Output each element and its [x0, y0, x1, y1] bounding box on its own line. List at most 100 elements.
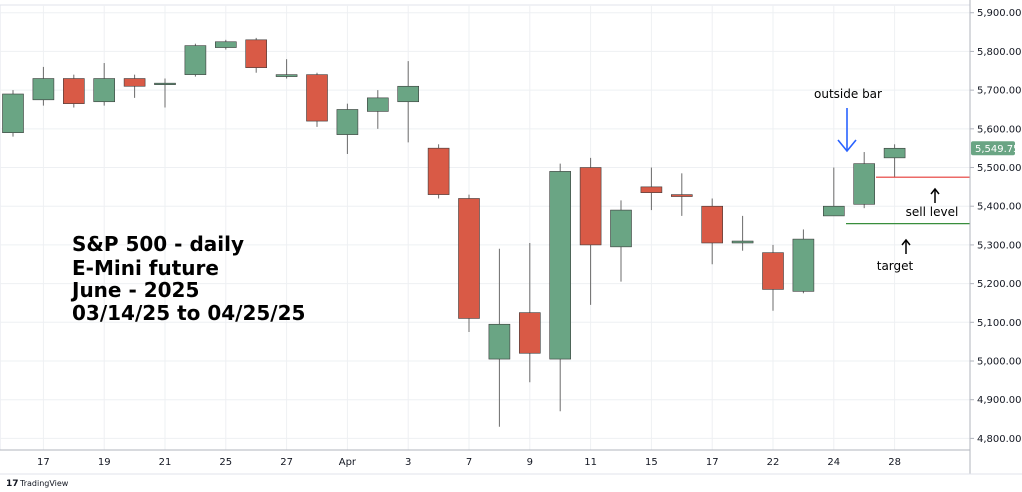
candle-body	[397, 85, 420, 103]
y-tick-label: 5,800.00	[977, 47, 1022, 58]
sell-level-label: sell level	[906, 205, 959, 219]
candle	[62, 74, 85, 108]
candle	[701, 198, 724, 265]
y-tick-label: 5,700.00	[977, 86, 1022, 97]
x-tick-label: 27	[280, 457, 293, 468]
candle-body	[701, 205, 724, 244]
candle	[853, 152, 876, 209]
candle	[518, 242, 541, 383]
candle	[549, 163, 572, 412]
candle-body	[458, 198, 480, 319]
outside-bar-label: outside bar	[814, 87, 882, 101]
y-tick-label: 5,500.00	[977, 163, 1022, 174]
candle	[93, 63, 115, 106]
candle-body	[640, 186, 663, 193]
candle-body	[184, 45, 207, 75]
candle-body	[275, 74, 298, 77]
candle	[640, 167, 663, 211]
candle-body	[154, 82, 176, 85]
candle-body	[762, 252, 784, 290]
x-tick-label: 28	[888, 457, 901, 468]
candle-body	[123, 78, 146, 87]
y-tick-label: 4,900.00	[977, 395, 1022, 406]
note-line-1: S&P 500 - daily	[72, 232, 244, 256]
note-line-2: E-Mini future	[72, 256, 219, 280]
candle-body	[32, 78, 55, 101]
candle-body	[2, 93, 24, 133]
y-tick-label: 5,400.00	[977, 202, 1022, 213]
candle	[579, 157, 602, 305]
candle	[731, 215, 754, 251]
candle	[306, 72, 328, 127]
candle-body	[336, 109, 359, 135]
y-tick-label: 4,800.00	[977, 434, 1022, 445]
x-tick-label: 9	[527, 457, 533, 468]
candle	[822, 167, 845, 217]
y-tick-label: 5,200.00	[977, 279, 1022, 290]
candle	[123, 74, 146, 98]
candle-body	[518, 312, 541, 354]
candle-body	[883, 147, 906, 159]
candle-body	[610, 209, 632, 248]
candle-body	[488, 323, 511, 360]
candle	[488, 248, 511, 427]
candle-body	[822, 205, 845, 217]
x-tick-label: 25	[219, 457, 232, 468]
x-tick-label: 11	[584, 457, 597, 468]
x-tick-label: 19	[98, 457, 111, 468]
candle-body	[62, 78, 85, 104]
candle	[215, 39, 237, 50]
candle-body	[670, 194, 693, 197]
x-tick-label: 24	[827, 457, 840, 468]
tradingview-logo: 17 TradingView	[6, 479, 69, 489]
candle	[883, 144, 906, 178]
candle	[610, 200, 632, 282]
last-price-tag: 5,549.75	[971, 141, 1020, 156]
axes: 5,900.00 5,800.00 5,700.00 5,600.00 5,500.00…	[0, 0, 1022, 475]
x-tick-label: Apr	[339, 457, 357, 468]
x-tick-label: 3	[405, 457, 411, 468]
candles	[2, 37, 906, 427]
y-tick-label: 5,300.00	[977, 240, 1022, 251]
candle	[184, 43, 207, 77]
candle-body	[366, 97, 389, 112]
candle-body	[792, 238, 815, 292]
y-tick-label: 5,000.00	[977, 357, 1022, 368]
candle	[427, 144, 450, 199]
candle-body	[306, 74, 328, 122]
candle-body	[549, 171, 572, 360]
outside-bar-arrow-icon	[837, 108, 857, 153]
candle	[2, 90, 24, 137]
plot-frame	[0, 4, 971, 451]
x-tick-label: 22	[767, 457, 780, 468]
candle	[32, 66, 55, 106]
target-arrow-icon	[901, 238, 911, 254]
tradingview-mark-icon: 17	[6, 479, 19, 489]
y-tick-label: 5,100.00	[977, 318, 1022, 329]
candle	[275, 59, 298, 79]
x-tick-label: 17	[37, 457, 50, 468]
tradingview-watermark: TradingView	[19, 479, 69, 488]
candle	[154, 78, 176, 108]
note-line-4: 03/14/25 to 04/25/25	[72, 301, 305, 325]
candle-body	[853, 163, 876, 205]
candle	[397, 61, 420, 143]
candle-body	[245, 39, 267, 68]
candle	[458, 194, 480, 332]
target-label: target	[877, 259, 914, 273]
candle-body	[731, 240, 754, 244]
candle	[366, 90, 389, 129]
candle	[670, 173, 693, 216]
candle	[245, 37, 267, 73]
candle-body	[215, 41, 237, 48]
sell-level-arrow-icon	[930, 187, 940, 203]
candle-body	[93, 78, 115, 103]
last-price-label: 5,549.75	[975, 144, 1020, 155]
x-tick-label: 15	[645, 457, 658, 468]
candle-body	[579, 167, 602, 246]
candle	[762, 244, 784, 311]
candle	[336, 103, 359, 154]
y-tick-label: 5,600.00	[977, 124, 1022, 135]
note-line-3: June - 2025	[70, 278, 199, 302]
